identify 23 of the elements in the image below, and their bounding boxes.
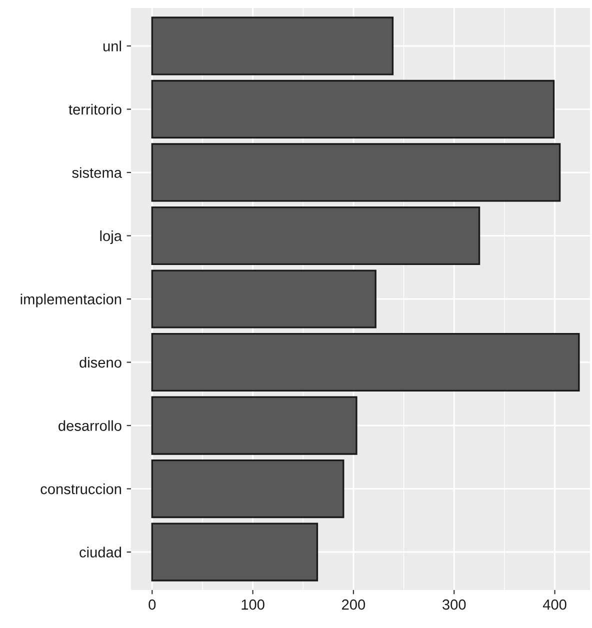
bar bbox=[151, 459, 344, 518]
bar bbox=[151, 522, 318, 582]
y-tick-label: sistema bbox=[72, 167, 122, 178]
x-tick-label: 300 bbox=[442, 599, 466, 610]
x-tick-label: 100 bbox=[242, 599, 264, 610]
y-tick-label: ciudad bbox=[80, 546, 122, 558]
bar bbox=[151, 396, 358, 455]
y-tick-label: desarrollo bbox=[58, 420, 122, 431]
y-tick-label: loja bbox=[100, 230, 122, 244]
y-tick-label: implementacion bbox=[20, 294, 122, 308]
bar bbox=[151, 143, 561, 202]
bar bbox=[151, 332, 580, 392]
bar bbox=[151, 16, 394, 76]
y-tick-label: territorio bbox=[68, 104, 122, 115]
x-tick-label: 400 bbox=[542, 599, 566, 610]
bar bbox=[151, 80, 555, 139]
x-tick-label: 200 bbox=[342, 599, 366, 610]
y-tick-label: construccion bbox=[40, 484, 122, 494]
y-tick-label: diseno bbox=[80, 356, 122, 368]
x-tick-label: 0 bbox=[148, 599, 156, 610]
bar bbox=[151, 270, 376, 328]
y-tick-label: unl bbox=[103, 40, 121, 52]
bar bbox=[151, 206, 480, 266]
